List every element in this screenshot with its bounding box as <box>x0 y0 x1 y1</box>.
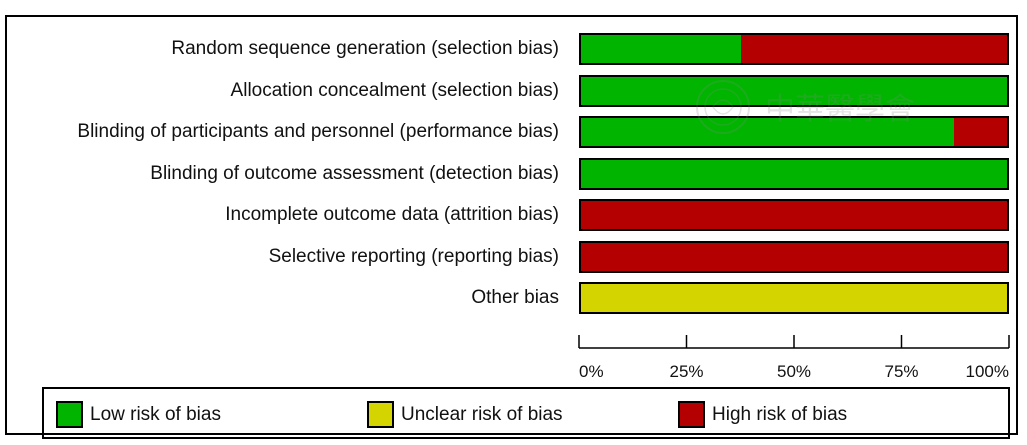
bar-row <box>579 74 1009 107</box>
bar-row <box>579 282 1009 314</box>
category-label: Other bias <box>471 287 559 308</box>
legend-swatch-high <box>678 401 705 428</box>
bar-row <box>579 240 1009 273</box>
bar-row <box>579 199 1009 231</box>
bar-segment-high <box>740 35 1007 63</box>
bar-row <box>579 157 1009 190</box>
bar-segment-low <box>581 118 954 146</box>
legend-label-unclear: Unclear risk of bias <box>401 403 563 425</box>
legend-swatch-low <box>56 401 83 428</box>
chart-frame: Random sequence generation (selection bi… <box>5 15 1018 439</box>
legend-item-high: High risk of bias <box>678 401 847 428</box>
legend-label-high: High risk of bias <box>712 403 848 425</box>
bar-segment-high <box>581 242 1007 271</box>
category-label: Allocation concealment (selection bias) <box>230 79 559 101</box>
category-label: Random sequence generation (selection bi… <box>171 38 559 59</box>
bar-segment-low <box>581 159 1007 188</box>
category-label: Blinding of outcome assessment (detectio… <box>150 162 559 184</box>
x-tick-label: 50% <box>776 362 812 381</box>
category-label: Selective reporting (reporting bias) <box>268 245 559 267</box>
legend-label-low: Low risk of bias <box>90 403 221 425</box>
bar-segment-low <box>581 35 741 63</box>
x-tick-label: 0% <box>579 362 604 381</box>
legend: Low risk of bias Unclear risk of bias Hi… <box>42 387 1010 439</box>
bar-row <box>579 33 1009 65</box>
legend-item-unclear: Unclear risk of bias <box>367 401 563 428</box>
bar-segment-low <box>581 76 1007 105</box>
bar-segment-high <box>581 201 1007 229</box>
x-tick-label: 100% <box>965 362 1009 381</box>
legend-item-low: Low risk of bias <box>56 401 221 428</box>
x-tick-label: 25% <box>669 362 704 381</box>
bar-row <box>579 116 1009 148</box>
x-tick-label: 75% <box>884 362 919 381</box>
category-label: Blinding of participants and personnel (… <box>77 121 559 142</box>
category-label: Incomplete outcome data (attrition bias) <box>225 204 559 225</box>
bar-segment-high <box>953 118 1007 146</box>
x-axis <box>578 335 1010 349</box>
legend-swatch-unclear <box>367 401 394 428</box>
bar-segment-unclear <box>581 284 1007 312</box>
